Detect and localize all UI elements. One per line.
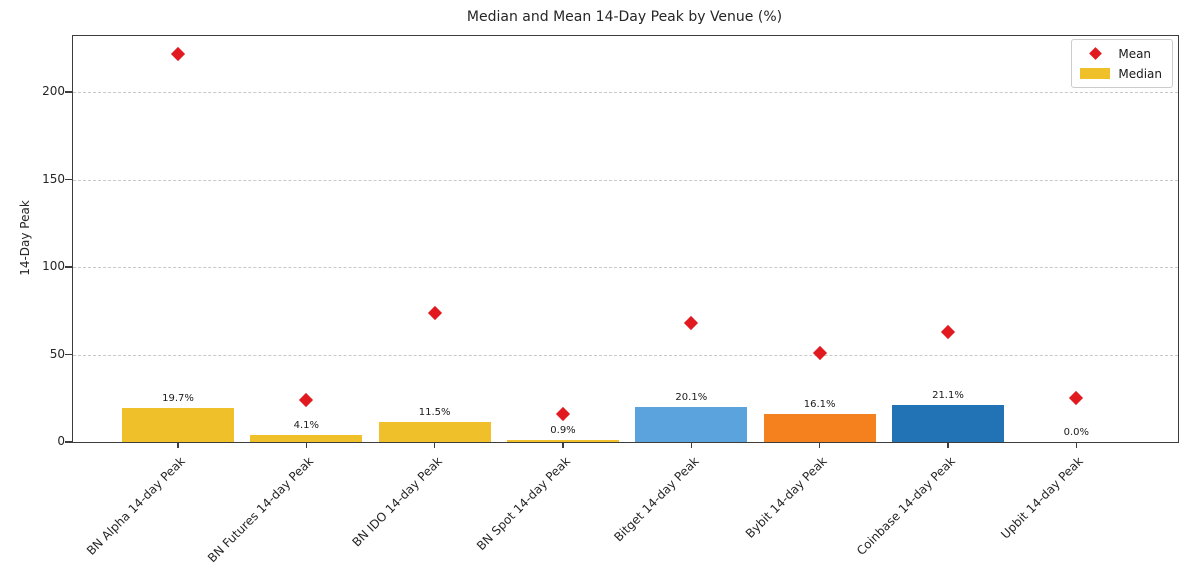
- y-tick-mark: [65, 178, 72, 181]
- bar-value-label: 0.0%: [1063, 427, 1089, 438]
- median-bar: [891, 405, 1004, 442]
- legend-label-median: Median: [1118, 66, 1162, 81]
- mean-marker: [299, 392, 314, 408]
- mean-marker: [555, 406, 571, 422]
- y-tick-mark: [65, 91, 72, 93]
- x-tick-mark: [690, 442, 693, 448]
- x-tick-label: Upbit 14-day Peak: [836, 450, 1087, 542]
- chart-title: Median and Mean 14-Day Peak by Venue (%): [466, 9, 783, 25]
- y-tick-label: 0: [57, 434, 65, 448]
- x-tick-mark: [177, 442, 179, 448]
- y-tick-mark: [65, 266, 72, 268]
- y-tick-label: 200: [42, 84, 65, 98]
- legend-item-mean: Mean: [1079, 46, 1162, 61]
- y-tick-label: 100: [42, 259, 65, 273]
- median-bar: [506, 440, 619, 442]
- mean-marker: [427, 305, 442, 320]
- bar-value-label: 0.9%: [550, 425, 576, 437]
- legend-item-median: Median: [1079, 66, 1162, 81]
- bar-value-label: 4.1%: [293, 419, 320, 431]
- y-tick-mark: [65, 353, 72, 356]
- x-tick-label-text: Coinbase 14-day Peak: [853, 454, 958, 558]
- x-tick-mark: [433, 442, 436, 448]
- bar-value-label: 16.1%: [803, 398, 836, 410]
- median-swatch-icon: [1080, 68, 1111, 79]
- mean-marker: [170, 46, 186, 61]
- x-tick-mark: [305, 442, 308, 448]
- bar-value-label: 11.5%: [418, 406, 451, 418]
- legend-label-mean: Mean: [1118, 46, 1152, 61]
- median-bar: [635, 406, 748, 442]
- legend: Mean Median: [1071, 39, 1173, 88]
- plot-area: 0 50 100 150 200 BN Alpha 14-day Peak BN Futur…: [42, 35, 1179, 565]
- gridline: [73, 354, 1178, 356]
- x-tick-label-text: BN Futures 14-day Peak: [205, 454, 317, 566]
- bar-value-label: 21.1%: [932, 390, 964, 402]
- median-bar: [122, 407, 234, 442]
- x-tick-mark: [562, 442, 564, 448]
- mean-marker: [684, 315, 699, 331]
- y-tick-label: 150: [42, 171, 65, 186]
- y-tick-label: 50: [49, 346, 65, 361]
- x-tick-mark: [947, 442, 949, 448]
- x-tick-mark: [818, 442, 821, 448]
- gridline: [73, 267, 1178, 268]
- bar-value-label: 20.1%: [675, 391, 708, 403]
- x-tick-mark: [1075, 442, 1078, 448]
- gridline: [73, 179, 1178, 181]
- median-bar: [378, 421, 491, 442]
- median-bar: [250, 434, 363, 442]
- mean-marker: [812, 345, 827, 360]
- x-tick-label-text: Upbit 14-day Peak: [998, 454, 1087, 542]
- bar-value-label: 19.7%: [162, 392, 194, 404]
- x-tick-label-text: BN Alpha 14-day Peak: [83, 454, 188, 558]
- gridline: [73, 92, 1178, 93]
- mean-marker: [1069, 391, 1084, 406]
- median-bar: [763, 413, 876, 442]
- mean-diamond-icon: [1088, 47, 1102, 60]
- y-tick-mark: [65, 441, 72, 443]
- mean-marker: [940, 324, 956, 339]
